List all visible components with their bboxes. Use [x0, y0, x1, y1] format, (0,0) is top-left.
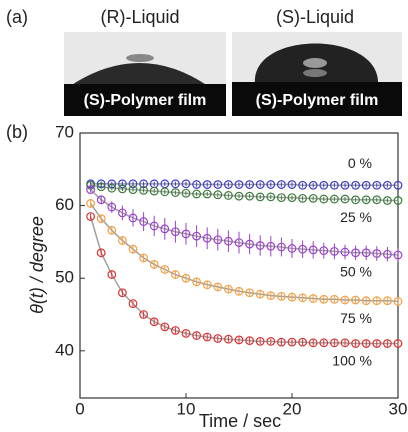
series-label: 100 % [332, 352, 372, 368]
series-label: 50 % [340, 264, 372, 280]
panel-label: (b) [6, 122, 28, 142]
panel-label: (a) [6, 7, 28, 27]
series-label: 75 % [340, 310, 372, 326]
x-tick-label: 30 [389, 399, 408, 418]
series-label: 0 % [348, 155, 372, 171]
x-tick-label: 10 [177, 399, 196, 418]
series-label: 25 % [340, 209, 372, 225]
y-tick-label: 40 [55, 340, 74, 359]
film-label: (S)-Polymer film [256, 92, 379, 109]
y-tick-label: 70 [55, 122, 74, 141]
film-label: (S)-Polymer film [84, 92, 207, 109]
y-axis-title: θ(t) / degree [27, 216, 47, 314]
liquid-label: (S)-Liquid [276, 7, 354, 27]
x-tick-label: 20 [283, 399, 302, 418]
x-axis-title: Time / sec [199, 411, 281, 431]
liquid-label: (R)-Liquid [100, 7, 179, 27]
y-tick-label: 50 [55, 268, 74, 287]
figure: (a) (R)-Liquid (S)-Liquid (S)-Polymer fi… [0, 0, 408, 432]
y-tick-label: 60 [55, 195, 74, 214]
x-tick-label: 0 [75, 399, 84, 418]
